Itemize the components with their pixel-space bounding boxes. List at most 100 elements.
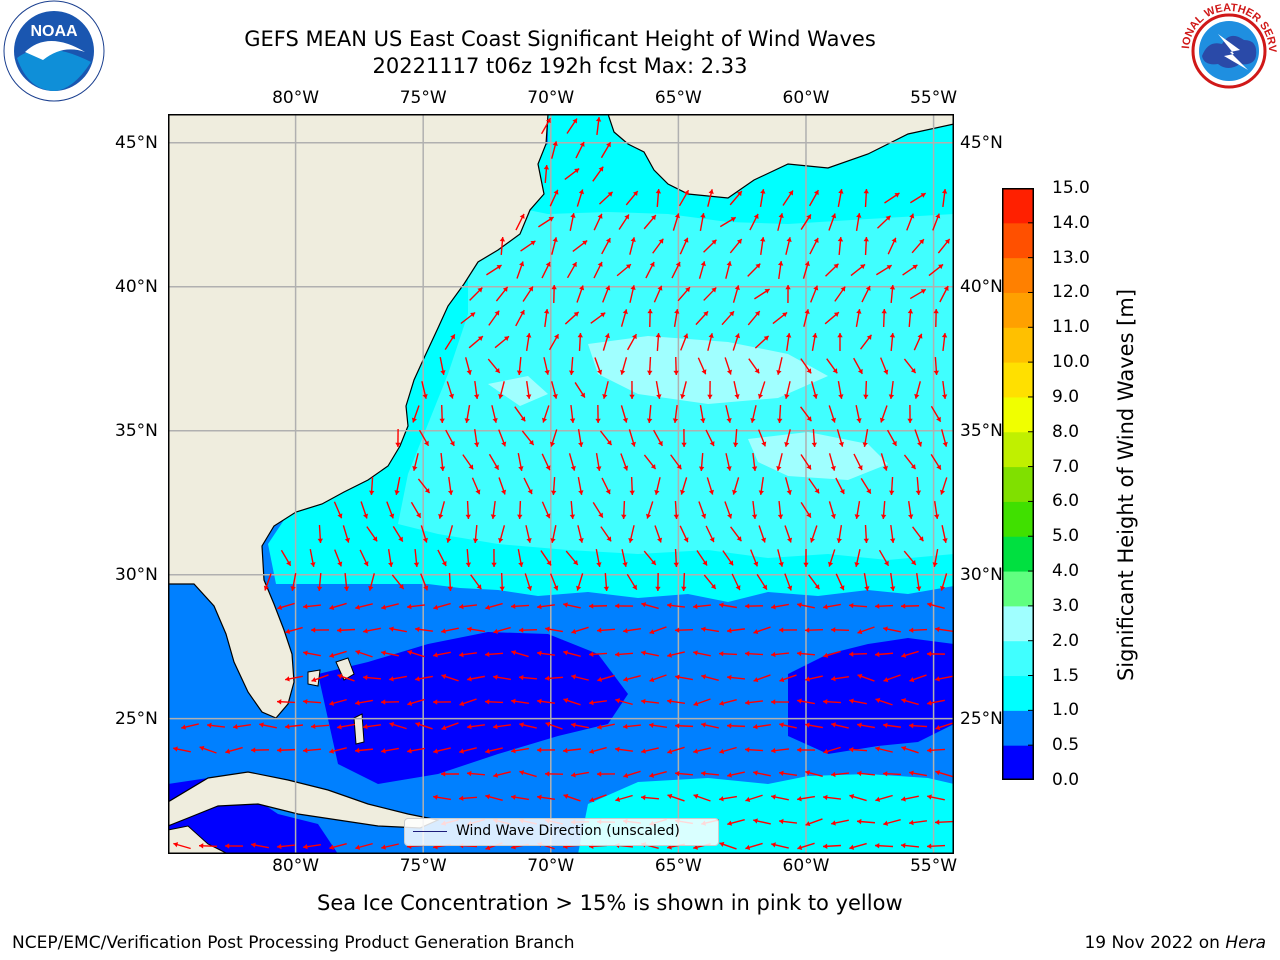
wave-arrow-head — [777, 514, 784, 519]
wave-arrow-head — [779, 627, 784, 633]
wave-arrow-head — [805, 676, 810, 682]
colorbar-segment — [1002, 501, 1034, 537]
wave-arrow-head — [758, 490, 764, 495]
wave-arrow-head — [355, 604, 361, 610]
wave-arrow-head — [737, 191, 742, 197]
wave-arrow-head — [459, 795, 464, 802]
wave-arrow-head — [290, 586, 296, 591]
wave-arrow-head — [727, 772, 732, 778]
wave-arrow-head — [641, 602, 647, 608]
wave-arrow-head — [938, 264, 944, 270]
wave-arrow-head — [604, 333, 610, 339]
wave-arrow-head — [839, 585, 845, 591]
wave-arrow-head — [854, 514, 860, 519]
wave-arrow-head — [760, 237, 766, 242]
wave-arrow-head — [701, 770, 706, 777]
wave-arrow-head — [412, 466, 418, 471]
wave-arrow-head — [578, 442, 584, 447]
wave-arrow-head — [467, 676, 472, 682]
wave-arrow-head — [441, 771, 446, 777]
wave-arrow-head — [823, 699, 828, 705]
colorbar-tick-label: 7.0 — [1052, 456, 1080, 477]
wave-arrow-head — [468, 464, 474, 470]
wave-arrow-head — [433, 748, 438, 754]
wave-arrow-head — [857, 770, 862, 777]
wave-arrow-head — [476, 584, 482, 590]
wave-arrow-head — [838, 394, 844, 399]
wave-arrow-head — [447, 586, 453, 591]
wave-arrow-head — [465, 562, 472, 567]
wave-arrow-head — [597, 213, 603, 219]
wave-arrow-head — [838, 441, 844, 447]
wave-arrow-head — [598, 512, 603, 518]
wave-arrow-head — [882, 465, 888, 471]
lat-tick-label: 35°N — [960, 420, 1003, 441]
wave-arrow-head — [935, 819, 940, 825]
lon-tick-label: 80°W — [272, 88, 320, 108]
wave-arrow-head — [528, 286, 533, 292]
wave-arrow-head — [863, 237, 869, 242]
wave-arrow-head — [355, 747, 360, 754]
wave-arrow-head — [719, 700, 725, 706]
wave-arrow-head — [355, 844, 361, 850]
wave-arrow-head — [407, 700, 413, 706]
wave-arrow-head — [413, 562, 420, 567]
wave-arrow-head — [416, 512, 421, 518]
wave-arrow-head — [675, 261, 681, 267]
wave-arrow-head — [681, 442, 687, 447]
map-legend: Wind Wave Direction (unscaled) — [404, 818, 719, 846]
wave-arrow-head — [629, 394, 635, 399]
wave-arrow-head — [675, 627, 680, 633]
colorbar-tick-label: 4.0 — [1052, 561, 1080, 582]
wave-arrow-head — [784, 441, 790, 447]
colorbar-segment — [1002, 257, 1034, 293]
wave-arrow-head — [672, 418, 679, 423]
wave-arrow-head — [693, 603, 698, 610]
wave-arrow-head — [693, 701, 699, 707]
wave-arrow-head — [579, 285, 585, 291]
wave-arrow-head — [632, 584, 637, 590]
wave-arrow-head — [757, 393, 764, 399]
wave-arrow-head — [646, 418, 653, 423]
wave-arrow-head — [754, 368, 760, 374]
lat-tick-label: 45°N — [115, 132, 158, 153]
lon-tick-label: 55°W — [910, 856, 958, 876]
wave-arrow-head — [580, 392, 585, 398]
wave-arrow-head — [934, 514, 940, 519]
wave-arrow-head — [813, 190, 819, 196]
wave-arrow-head — [944, 238, 950, 244]
wave-arrow-head — [771, 747, 776, 754]
wave-arrow-head — [909, 213, 915, 219]
wave-arrow-head — [806, 214, 811, 220]
lon-tick-label: 55°W — [910, 88, 958, 108]
wave-arrow-head — [537, 603, 542, 610]
wave-arrow-head — [303, 747, 308, 754]
wave-arrow-head — [711, 239, 717, 245]
wave-arrow-head — [811, 442, 818, 447]
wave-arrow-head — [329, 604, 335, 610]
wave-arrow-head — [554, 334, 559, 340]
wave-arrow-head — [830, 465, 836, 471]
wave-arrow-head — [494, 464, 499, 470]
colorbar-segment — [1002, 605, 1034, 642]
wave-arrow-head — [573, 559, 578, 565]
wave-arrow-head — [657, 537, 663, 543]
wave-arrow-head — [849, 698, 854, 704]
wave-arrow-head — [527, 489, 533, 495]
wave-arrow-head — [344, 537, 350, 543]
wave-arrow-head — [519, 674, 524, 681]
wave-arrow-head — [693, 748, 698, 754]
lat-tick-label: 30°N — [115, 564, 158, 585]
wave-arrow-head — [277, 843, 282, 850]
wave-arrow-head — [389, 722, 395, 728]
wave-arrow-head — [936, 464, 941, 470]
wave-arrow-head — [606, 142, 611, 148]
wave-arrow-head — [797, 796, 802, 802]
wave-arrow-head — [681, 586, 687, 591]
wave-arrow-head — [597, 261, 603, 267]
wave-arrow-head — [702, 560, 708, 566]
wave-arrow-head — [572, 262, 577, 268]
wave-arrow-head — [719, 841, 725, 847]
wave-arrow-head — [901, 842, 906, 849]
wave-arrow-head — [394, 490, 400, 495]
